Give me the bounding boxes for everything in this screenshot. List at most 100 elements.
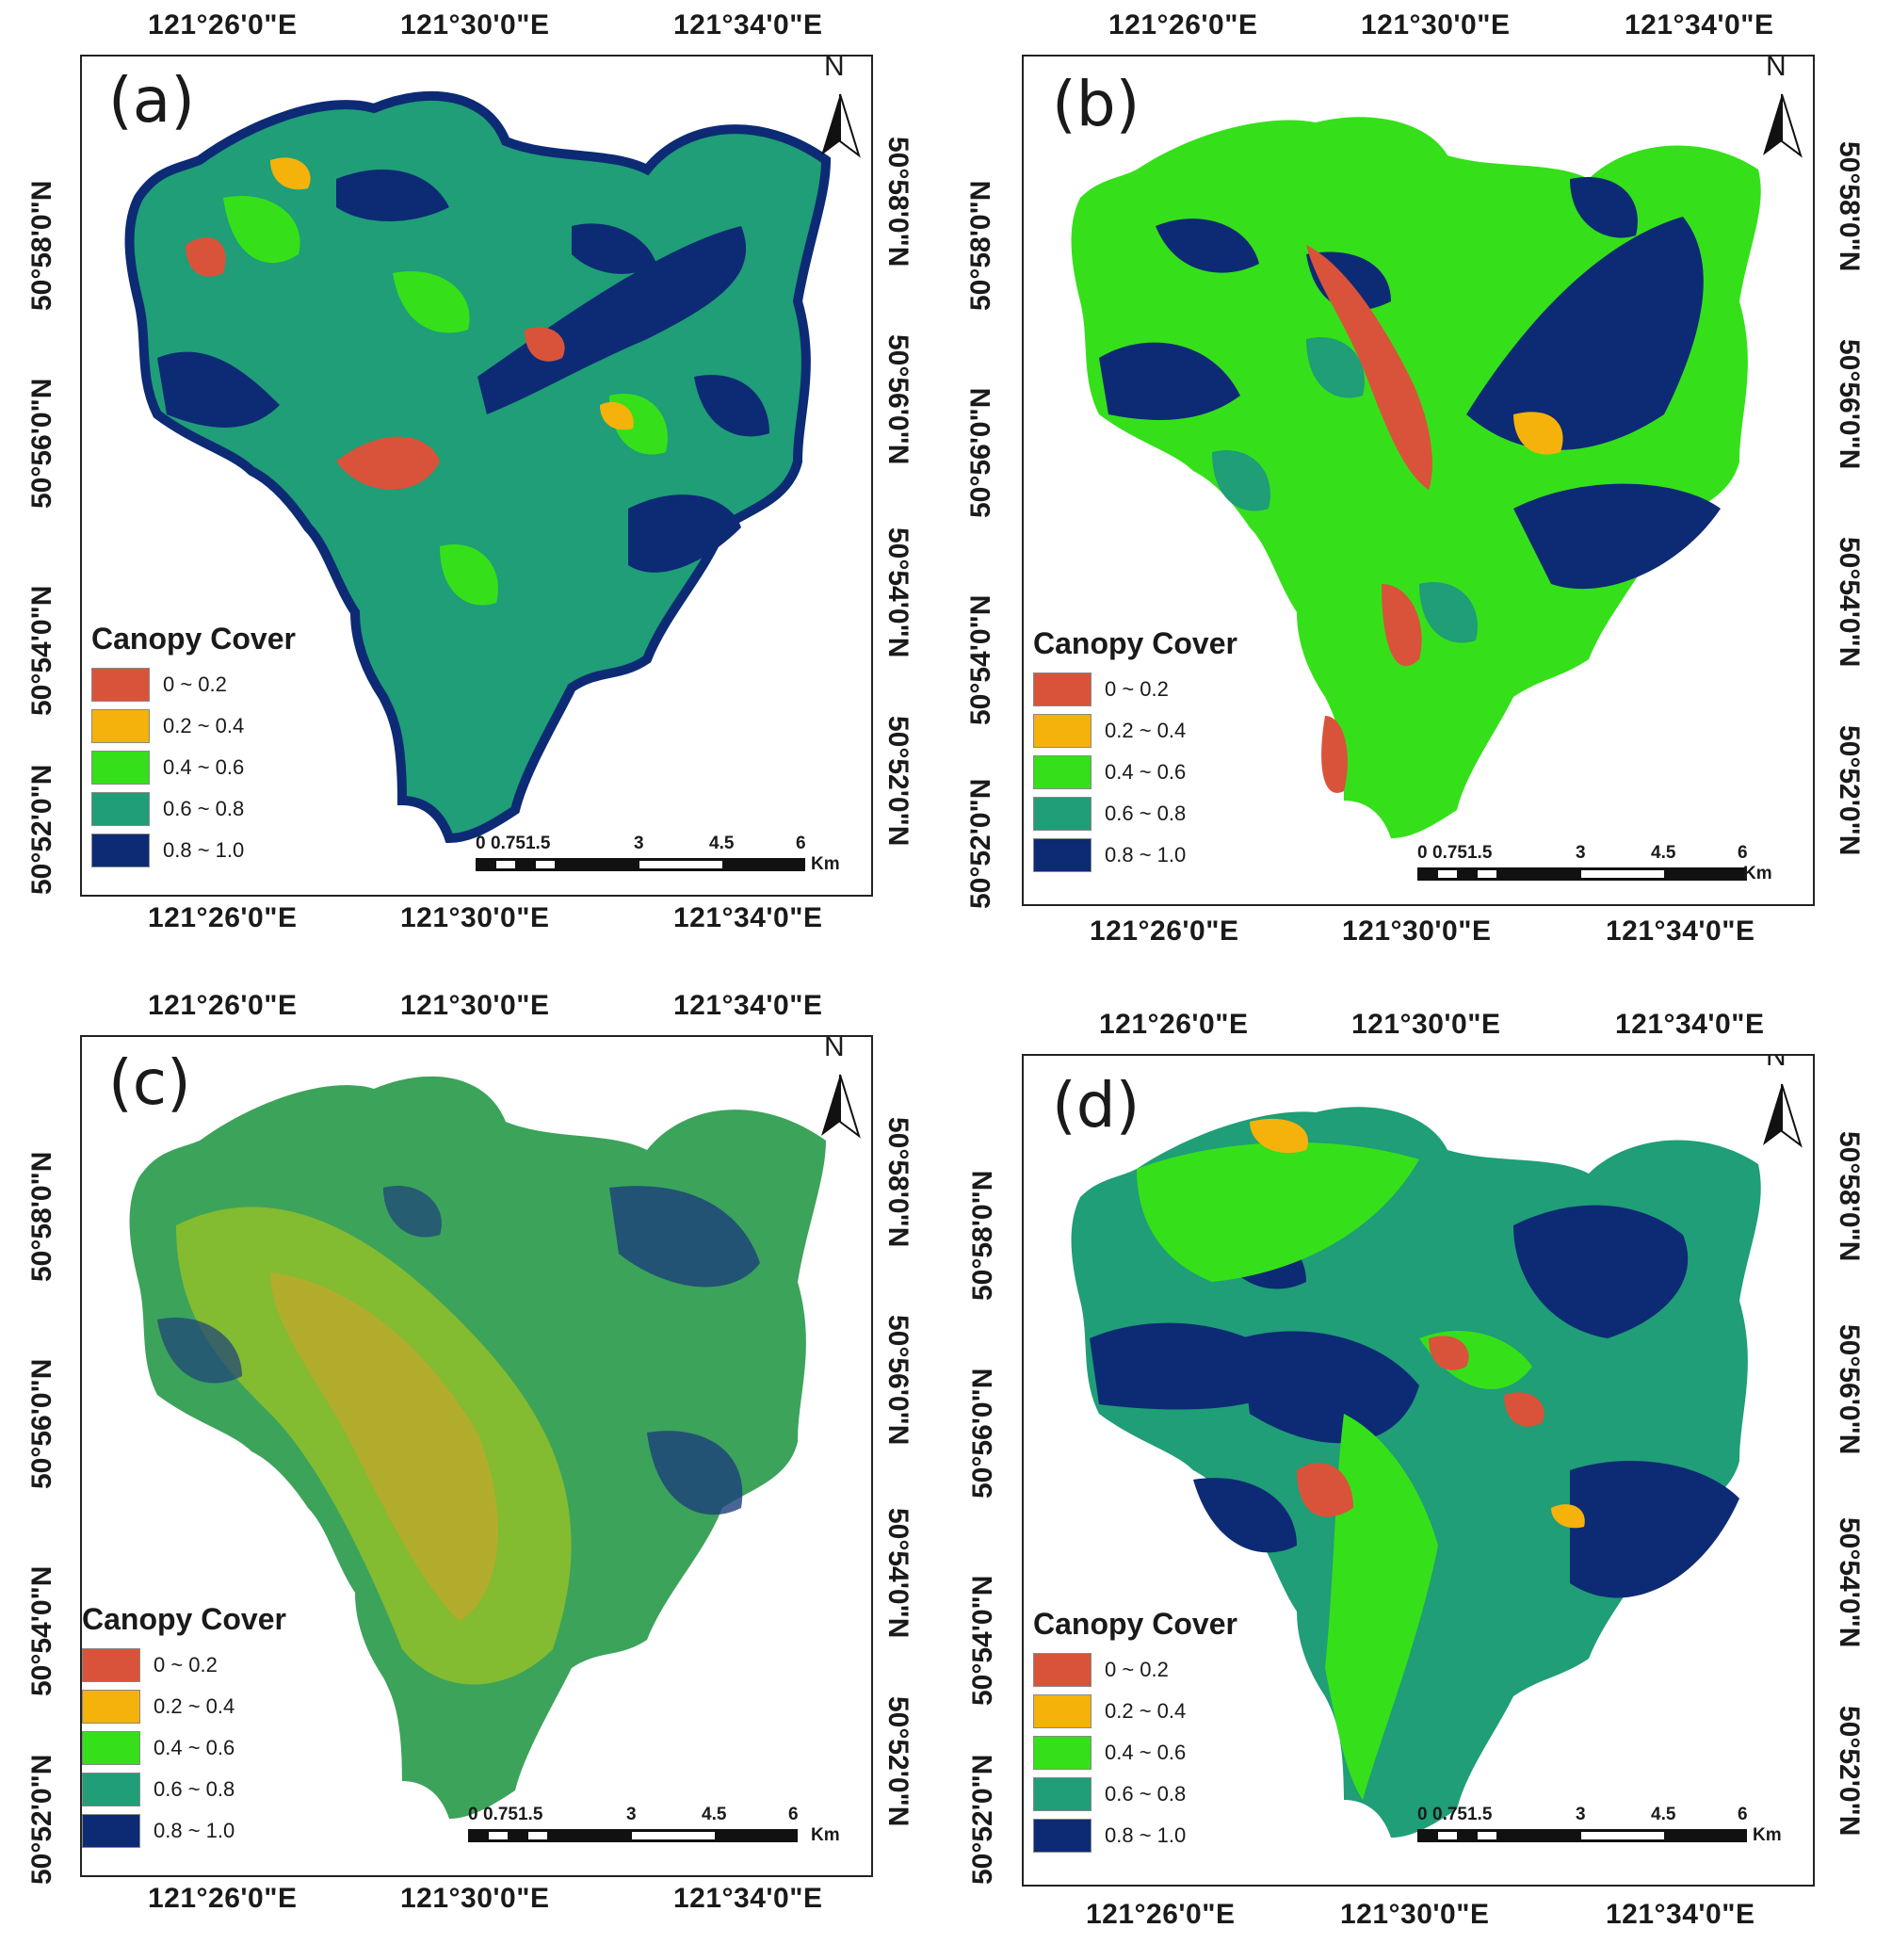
north-label: N <box>824 1035 845 1062</box>
scale-unit: Km <box>1753 1825 1782 1845</box>
forest-patch <box>1099 342 1240 420</box>
sparse-patch <box>336 436 440 490</box>
legend-label: 0.4 ~ 0.6 <box>1105 760 1187 784</box>
north-arrow: N <box>817 1037 864 1141</box>
legend-swatch <box>1033 797 1092 831</box>
legend-swatch <box>1033 1777 1092 1811</box>
north-arrow: N <box>1758 1054 1805 1150</box>
legend-swatch <box>82 1731 140 1765</box>
legend-swatch <box>1033 1653 1092 1687</box>
legend-swatch <box>82 1648 140 1682</box>
legend-label: 0.8 ~ 1.0 <box>163 838 245 862</box>
legend-label: 0 ~ 0.2 <box>1105 1658 1169 1681</box>
forest-patch <box>647 1431 743 1515</box>
forest-patch <box>609 1186 760 1288</box>
forest-patch <box>1193 1478 1297 1553</box>
legend-item: 0 ~ 0.2 <box>1033 1649 1237 1691</box>
scale-tick-label: 0.751.5 <box>491 834 551 853</box>
legend-label: 0.2 ~ 0.4 <box>1105 1699 1187 1723</box>
panel-label: (b) <box>1052 68 1140 140</box>
mixed-patch <box>440 544 498 606</box>
left-lat-label: 50°54'0"N <box>26 1565 57 1696</box>
sparse-patch <box>1429 1336 1469 1370</box>
scale-tick-label: 4.5 <box>709 834 735 853</box>
sparse-patch <box>1504 1392 1544 1427</box>
left-lat-label: 50°56'0"N <box>26 378 57 509</box>
legend-item: 0 ~ 0.2 <box>1033 669 1237 710</box>
legend-swatch <box>82 1814 140 1848</box>
bottom-lon-label: 121°30'0"E <box>1340 1899 1490 1930</box>
legend-swatch <box>1033 1736 1092 1770</box>
right-lat-label: 50°56'0"N <box>1834 339 1865 470</box>
top-lon-label: 121°30'0"E <box>1361 9 1511 40</box>
sparse-patch <box>270 157 311 190</box>
sparse-patch <box>525 327 565 362</box>
top-lon-label: 121°34'0"E <box>673 990 823 1021</box>
right-lat-label: 50°54'0"N <box>882 527 914 658</box>
legend-label: 0.8 ~ 1.0 <box>1105 1823 1187 1847</box>
legend-swatch <box>91 792 150 826</box>
legend-item: 0.2 ~ 0.4 <box>1033 710 1237 752</box>
right-lat-label: 50°58'0"N <box>882 1117 914 1248</box>
left-lat-label: 50°52'0"N <box>967 1754 998 1885</box>
top-lon-label: 121°34'0"E <box>673 9 823 40</box>
map-frame: (b) N Canopy Cover 0 ~ 0.2 0.2 ~ 0.4 0.4… <box>1022 55 1815 906</box>
scale-tick-label: 0 <box>1417 843 1428 863</box>
right-lat-label: 50°52'0"N <box>882 1696 914 1827</box>
scale-tick-label: 4.5 <box>1651 1805 1676 1824</box>
panel-c: 121°26'0"E 121°30'0"E 121°34'0"E (c) N C… <box>0 980 946 1960</box>
scale-tick-label: 3 <box>1576 843 1586 863</box>
forest-patch <box>1240 1331 1419 1444</box>
top-lon-label: 121°34'0"E <box>1615 1009 1765 1040</box>
mixed-patch <box>1137 1142 1419 1282</box>
scale-tick-label: 3 <box>626 1805 637 1824</box>
legend-label: 0.2 ~ 0.4 <box>1105 719 1187 742</box>
legend-swatch <box>82 1773 140 1806</box>
legend-swatch <box>82 1690 140 1724</box>
north-label: N <box>1766 1054 1787 1072</box>
north-label: N <box>1766 55 1787 82</box>
forest-patch <box>157 1318 242 1384</box>
scale-bar-graphic <box>468 1829 798 1842</box>
canopy-cover-map <box>1071 117 1761 839</box>
scale-tick-label: 0.751.5 <box>1432 1805 1493 1824</box>
bottom-lon-label: 121°34'0"E <box>1606 915 1755 947</box>
canopy-cover-map <box>129 1076 826 1819</box>
sparse-patch <box>1297 1463 1353 1517</box>
right-lat-label: 50°56'0"N <box>882 1315 914 1446</box>
bottom-lon-label: 121°26'0"E <box>148 902 298 933</box>
top-lon-label: 121°34'0"E <box>1625 9 1774 40</box>
scale-tick-label: 6 <box>788 1805 799 1824</box>
legend: Canopy Cover 0 ~ 0.2 0.2 ~ 0.4 0.4 ~ 0.6… <box>82 1602 286 1852</box>
forest-patch <box>336 170 449 221</box>
legend-label: 0.6 ~ 0.8 <box>163 797 245 820</box>
legend-label: 0.6 ~ 0.8 <box>1105 1782 1187 1806</box>
bottom-lon-label: 121°30'0"E <box>400 902 550 933</box>
north-arrow: N <box>817 57 864 160</box>
top-lon-label: 121°30'0"E <box>400 9 550 40</box>
right-lat-label: 50°56'0"N <box>882 334 914 465</box>
legend-label: 0.4 ~ 0.6 <box>1105 1741 1187 1764</box>
scale-tick-label: 3 <box>1576 1805 1586 1824</box>
left-lat-label: 50°54'0"N <box>26 585 57 716</box>
north-label: N <box>824 55 845 82</box>
bottom-lon-label: 121°30'0"E <box>1342 915 1492 947</box>
scale-tick-label: 0.751.5 <box>483 1805 543 1824</box>
scale-bar-graphic <box>1417 1829 1747 1842</box>
legend-swatch <box>91 709 150 743</box>
scale-bar-graphic <box>1417 867 1747 881</box>
left-lat-label: 50°56'0"N <box>967 1368 998 1498</box>
legend-item: 0.6 ~ 0.8 <box>91 788 296 830</box>
legend-swatch <box>91 751 150 785</box>
scale-bar: 0 0.751.5 3 4.5 6 Km <box>1417 1805 1782 1861</box>
forest-patch <box>1570 177 1638 238</box>
legend-item: 0.6 ~ 0.8 <box>82 1769 286 1810</box>
legend-item: 0.2 ~ 0.4 <box>91 705 296 747</box>
legend-label: 0.6 ~ 0.8 <box>154 1777 235 1801</box>
forest-patch <box>1570 1461 1739 1598</box>
right-lat-label: 50°54'0"N <box>1834 537 1865 668</box>
left-lat-label: 50°54'0"N <box>967 1575 998 1706</box>
forest-patch <box>383 1186 442 1238</box>
right-lat-label: 50°52'0"N <box>1834 1706 1865 1837</box>
legend-item: 0.2 ~ 0.4 <box>82 1686 286 1727</box>
